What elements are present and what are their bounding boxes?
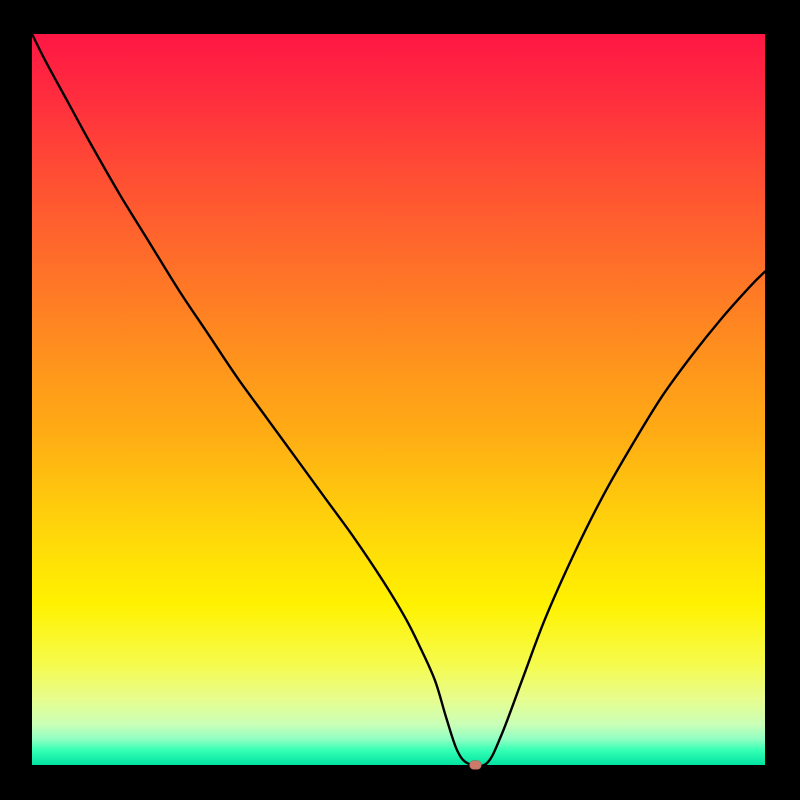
optimum-marker <box>470 761 482 770</box>
bottleneck-chart <box>0 0 800 800</box>
chart-container: TheBottleneck.com <box>0 0 800 800</box>
plot-background <box>32 34 765 765</box>
